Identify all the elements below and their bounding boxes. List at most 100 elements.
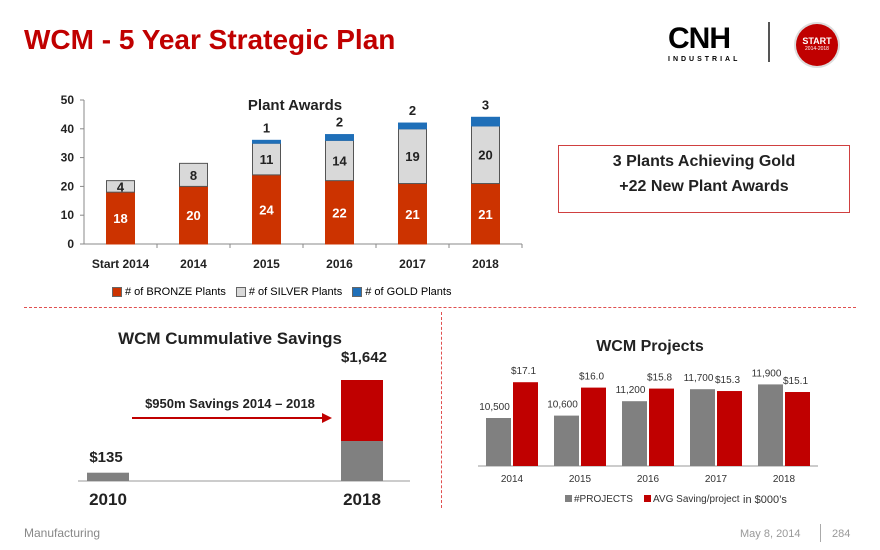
bar-segment — [87, 472, 129, 481]
bar-avg-saving — [581, 387, 606, 466]
x-tick-label: 2014 — [180, 257, 207, 271]
bar-projects — [758, 384, 783, 466]
x-tick-label: 2010 — [89, 490, 127, 509]
legend-item: # of GOLD Plants — [352, 286, 451, 298]
data-label: 10,500 — [479, 402, 510, 413]
data-label: $17.1 — [511, 366, 536, 377]
bar-segment — [471, 125, 500, 185]
x-tick-label: 2018 — [773, 474, 796, 485]
data-label: 18 — [113, 211, 127, 226]
bar-segment — [398, 128, 427, 185]
badge-title: START — [802, 36, 832, 46]
legend-label: AVG Saving/project — [653, 494, 740, 505]
y-tick-label: 50 — [61, 93, 75, 107]
total-label: $1,642 — [341, 349, 387, 366]
unit-note: in $000’s — [743, 494, 787, 506]
bar-segment — [398, 122, 427, 130]
data-label: $16.0 — [579, 372, 604, 383]
x-tick-label: 2014 — [501, 474, 524, 485]
data-label: 14 — [332, 153, 347, 168]
x-tick-label: 2016 — [326, 257, 353, 271]
data-label: $15.3 — [715, 375, 740, 386]
x-tick-label: 2018 — [343, 490, 381, 509]
bar-segment — [341, 380, 383, 442]
legend-swatch — [352, 287, 363, 297]
total-label: $135 — [89, 449, 122, 466]
legend-item: # of BRONZE Plants — [112, 286, 226, 298]
data-label: 11,200 — [616, 385, 646, 396]
bar-projects — [622, 401, 647, 466]
callout-line-1: 3 Plants Achieving Gold — [612, 153, 796, 170]
page-title: WCM - 5 Year Strategic Plan — [24, 24, 396, 55]
x-tick-label: 2017 — [705, 474, 728, 485]
logo-subtext: INDUSTRIAL — [668, 56, 741, 63]
page-number: 284 — [832, 528, 851, 540]
bar-avg-saving — [649, 388, 674, 466]
logo-text: CNH — [668, 22, 731, 55]
footer-divider — [820, 524, 821, 542]
x-tick-label: Start 2014 — [92, 257, 150, 271]
legend-label: # of BRONZE Plants — [125, 286, 226, 298]
data-label: 3 — [482, 97, 489, 112]
start-badge: START 2014-2018 — [796, 24, 838, 66]
y-tick-label: 40 — [61, 122, 75, 136]
legend-swatch — [644, 495, 651, 502]
bar-segment — [106, 180, 135, 193]
section-divider-horizontal — [24, 307, 856, 308]
data-label: 11,700 — [684, 373, 714, 384]
bar-avg-saving — [717, 391, 742, 466]
data-label: 20 — [478, 148, 492, 163]
bar-segment — [252, 174, 281, 245]
bar-projects — [690, 389, 715, 466]
callout-line-2: +22 New Plant Awards — [619, 178, 789, 195]
y-tick-label: 10 — [61, 208, 75, 222]
legend-swatch — [235, 287, 246, 297]
bar-segment — [341, 441, 383, 481]
legend-label: # of GOLD Plants — [365, 286, 452, 298]
legend-label: #PROJECTS — [574, 494, 633, 505]
bar-segment — [252, 142, 281, 176]
data-label: 24 — [259, 202, 274, 217]
bar-segment — [325, 134, 354, 141]
data-label: $15.1 — [783, 376, 808, 387]
x-tick-label: 2016 — [637, 474, 660, 485]
y-tick-label: 0 — [67, 237, 74, 251]
x-tick-label: 2015 — [569, 474, 592, 485]
y-tick-label: 30 — [61, 151, 75, 165]
chart-title: WCM Projects — [596, 338, 704, 355]
bar-projects — [554, 415, 579, 466]
bar-segment — [179, 162, 208, 187]
footer-date: May 8, 2014 — [740, 528, 801, 540]
bar-projects — [486, 418, 511, 466]
arrow-head — [322, 413, 332, 423]
bar-segment — [471, 116, 500, 127]
legend-swatch — [112, 287, 122, 297]
data-label: 21 — [405, 207, 419, 222]
legend-swatch — [565, 495, 572, 502]
chart-title: Plant Awards — [248, 97, 342, 114]
legend-item: # of SILVER Plants — [235, 286, 342, 298]
bar-segment — [398, 183, 427, 245]
bar-segment — [252, 139, 281, 144]
data-label: 1 — [263, 120, 270, 135]
projects-chart: WCM Projects 10,500 $17.1 2014 10,600 $16.0 20… — [478, 338, 818, 506]
y-tick-label: 20 — [61, 179, 75, 193]
highlight-callout: 3 Plants Achieving Gold +22 New Plant Aw… — [558, 145, 850, 213]
plant-awards-legend: # of BRONZE Plants # of SILVER Plants # of… — [112, 286, 461, 298]
x-tick-label: 2015 — [253, 257, 280, 271]
section-divider-vertical — [441, 312, 442, 508]
data-label: 2 — [336, 115, 343, 130]
data-label: 4 — [117, 180, 125, 195]
data-label: 8 — [190, 168, 197, 183]
x-tick-label: 2017 — [399, 257, 426, 271]
bar-avg-saving — [785, 392, 810, 466]
data-label: 10,600 — [547, 400, 578, 411]
badge-subtitle: 2014-2018 — [805, 46, 829, 52]
bar-segment — [179, 185, 208, 245]
savings-annotation: $950m Savings 2014 – 2018 — [145, 396, 315, 411]
data-label: $15.8 — [647, 373, 672, 384]
data-label: 11 — [260, 152, 274, 167]
data-label: 2 — [409, 103, 416, 118]
savings-chart: WCM Cummulative Savings 2010 2018 $135 $1,64… — [78, 329, 410, 509]
